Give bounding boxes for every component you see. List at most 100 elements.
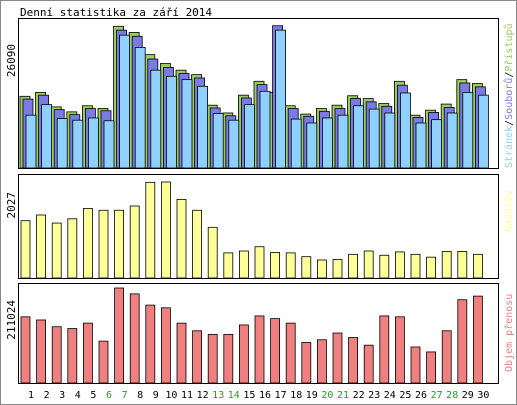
x-tick-label-5: 5	[90, 390, 96, 401]
x-tick-label-13: 13	[212, 390, 224, 401]
bar-pages-day-18	[290, 118, 302, 169]
bar-pages-day-20	[321, 117, 333, 169]
bar-visits-day-25	[394, 251, 405, 279]
bar-pages-day-15	[243, 104, 255, 169]
bar-visits-day-17	[270, 252, 281, 279]
bar-pages-day-8	[134, 46, 146, 169]
bar-kbytes-day-26	[410, 346, 421, 384]
x-tick-label-20: 20	[321, 390, 333, 401]
x-tick-label-26: 26	[415, 390, 427, 401]
x-tick-label-24: 24	[384, 390, 396, 401]
bar-kbytes-day-2	[36, 319, 46, 384]
bar-visits-day-1	[20, 220, 31, 279]
bar-kbytes-day-8	[129, 293, 140, 384]
bar-pages-day-26	[415, 122, 427, 169]
bar-pages-day-25	[399, 92, 411, 169]
x-tick-label-16: 16	[259, 390, 271, 401]
legend-kbytes: Objem přenosu	[503, 294, 515, 372]
bar-visits-day-21	[332, 259, 343, 279]
bar-visits-day-26	[410, 253, 421, 279]
panel-visits: 2027 Návštěv	[5, 174, 515, 279]
legend-pages: Stránek	[503, 126, 515, 168]
x-tick-label-25: 25	[399, 390, 411, 401]
bar-kbytes-day-17	[270, 318, 281, 384]
legend-hits: Přístupů	[503, 23, 515, 71]
bar-pages-day-4	[72, 119, 84, 169]
bar-pages-day-21	[337, 114, 349, 169]
bar-pages-day-14	[228, 119, 240, 169]
bar-pages-day-6	[103, 120, 115, 169]
bar-visits-day-5	[83, 207, 93, 279]
bar-kbytes-day-24	[379, 315, 390, 384]
bar-visits-day-15	[238, 250, 249, 279]
bar-pages-day-23	[368, 108, 380, 169]
x-tick-label-14: 14	[228, 390, 240, 401]
bar-kbytes-day-15	[238, 324, 249, 384]
bar-kbytes-day-3	[51, 326, 62, 384]
bar-visits-day-19	[301, 256, 312, 279]
x-tick-label-15: 15	[243, 390, 255, 401]
x-tick-label-11: 11	[181, 390, 193, 401]
y-max-label: 26090	[5, 44, 18, 77]
bar-visits-day-16	[254, 246, 265, 279]
bar-pages-day-16	[259, 90, 271, 169]
x-tick-label-27: 27	[431, 390, 443, 401]
x-tick-label-22: 22	[353, 390, 365, 401]
bar-pages-day-13	[212, 113, 224, 169]
x-tick-label-19: 19	[306, 390, 318, 401]
bar-kbytes-day-1	[20, 316, 31, 384]
bar-visits-day-3	[51, 222, 62, 279]
x-tick-label-17: 17	[275, 390, 287, 401]
bar-kbytes-day-6	[98, 340, 109, 384]
bar-pages-day-9	[150, 69, 162, 169]
bar-kbytes-day-11	[176, 322, 187, 384]
x-tick-label-29: 29	[462, 390, 474, 401]
x-tick-label-21: 21	[337, 390, 349, 401]
bar-pages-day-12	[197, 85, 209, 169]
bar-visits-day-30	[472, 253, 483, 279]
bar-pages-day-7	[119, 34, 130, 169]
x-tick-label-10: 10	[165, 390, 177, 401]
bar-visits-day-7	[114, 209, 124, 279]
legend: Stránek/Souborů/Přístupů	[503, 23, 515, 168]
bar-visits-day-4	[67, 218, 78, 279]
bar-visits-day-9	[145, 181, 156, 279]
legend-separator: /	[504, 72, 515, 78]
bar-visits-day-24	[379, 254, 390, 279]
x-tick-label-30: 30	[477, 390, 489, 401]
bar-pages-day-24	[384, 112, 396, 169]
x-tick-label-8: 8	[137, 390, 143, 401]
bar-kbytes-day-27	[426, 351, 437, 384]
bar-visits-day-22	[348, 253, 359, 279]
bar-visits-day-8	[129, 205, 140, 279]
y-max-label: 2027	[5, 192, 18, 219]
bar-pages-day-29	[462, 92, 474, 169]
x-tick-label-1: 1	[28, 390, 34, 401]
bar-visits-day-29	[457, 251, 468, 279]
bar-pages-day-28	[446, 112, 458, 169]
bar-kbytes-day-25	[394, 316, 405, 384]
bar-pages-day-11	[181, 79, 193, 169]
bar-pages-day-30	[477, 94, 489, 169]
bar-kbytes-day-23	[363, 344, 374, 384]
bar-visits-day-11	[176, 198, 187, 279]
bar-kbytes-day-22	[348, 337, 359, 384]
bar-kbytes-day-21	[332, 332, 343, 384]
x-tick-label-2: 2	[44, 390, 50, 401]
bar-visits-day-10	[160, 181, 171, 279]
bar-kbytes-day-13	[207, 333, 218, 384]
legend-files: Souborů	[503, 78, 515, 120]
x-axis-labels: 1 2 3 4 5 6 7 8 9 10 11 12 13 14 15 16 17 18 19 20 21 22 23 24 2…	[28, 390, 489, 401]
bar-pages-day-27	[431, 119, 443, 169]
bar-kbytes-day-4	[67, 328, 78, 384]
bar-visits-day-18	[285, 252, 296, 279]
bar-pages-day-17	[275, 29, 287, 169]
bar-visits-day-12	[192, 209, 203, 279]
bar-pages-day-19	[306, 122, 318, 169]
bar-kbytes-day-18	[285, 322, 296, 384]
x-tick-label-23: 23	[368, 390, 380, 401]
bar-visits-day-6	[98, 209, 109, 279]
bar-pages-day-3	[56, 118, 68, 169]
